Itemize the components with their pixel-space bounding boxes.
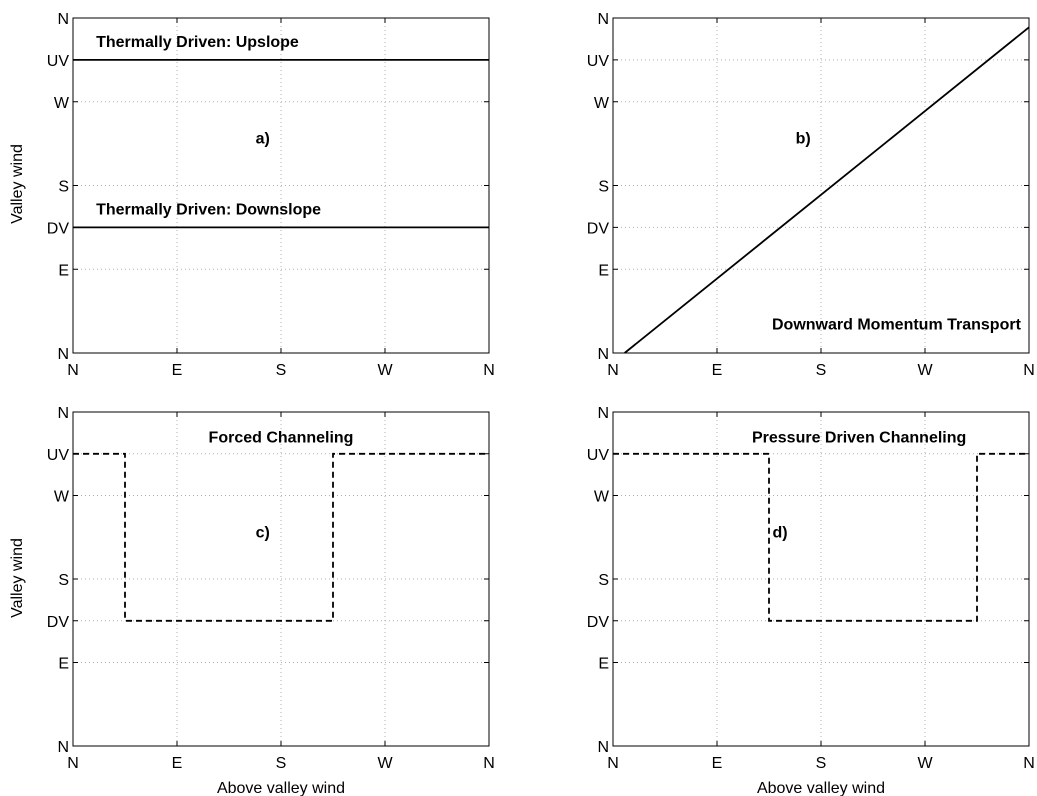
- y-tick-label: W: [54, 489, 70, 506]
- y-tick-label: N: [597, 739, 609, 756]
- x-tick-label: W: [917, 362, 933, 379]
- x-tick-label: S: [816, 362, 827, 379]
- y-tick-label: N: [597, 11, 609, 28]
- x-tick-label: N: [67, 755, 79, 772]
- y-tick-label: DV: [47, 220, 70, 237]
- y-tick-label: DV: [587, 220, 610, 237]
- x-tick-label: N: [1023, 362, 1035, 379]
- regime-annotation: Thermally Driven: Downslope: [96, 201, 321, 218]
- series-line-1: [613, 452, 1029, 622]
- regime-annotation: Pressure Driven Channeling: [752, 430, 966, 447]
- y-tick-label: S: [58, 179, 69, 196]
- y-tick-label: UV: [47, 447, 70, 464]
- y-axis-label-top: Valley wind: [9, 144, 26, 224]
- x-tick-label: E: [172, 755, 183, 772]
- series-line-1: [73, 452, 489, 622]
- x-axis-label-right: Above valley wind: [757, 780, 885, 796]
- panel-label: c): [256, 524, 270, 541]
- y-tick-label: W: [54, 95, 70, 112]
- y-tick-label: N: [597, 405, 609, 422]
- y-axis-label-bottom: Valley wind: [9, 538, 26, 618]
- y-tick-label: N: [57, 405, 69, 422]
- x-tick-label: W: [917, 755, 933, 772]
- x-tick-label: W: [377, 362, 393, 379]
- y-tick-label: E: [598, 262, 609, 279]
- x-tick-label: N: [607, 362, 619, 379]
- x-tick-label: W: [377, 755, 393, 772]
- x-tick-label: E: [712, 362, 723, 379]
- x-tick-label: N: [67, 362, 79, 379]
- x-tick-label: N: [483, 362, 495, 379]
- x-tick-label: S: [276, 755, 287, 772]
- y-tick-label: S: [598, 179, 609, 196]
- x-tick-label: N: [607, 755, 619, 772]
- x-tick-label: N: [1023, 755, 1035, 772]
- y-tick-label: DV: [587, 614, 610, 631]
- y-tick-label: E: [58, 262, 69, 279]
- x-tick-label: S: [816, 755, 827, 772]
- y-tick-label: S: [598, 572, 609, 589]
- regime-annotation: Downward Momentum Transport: [772, 317, 1022, 334]
- panel-label: b): [796, 131, 811, 148]
- y-tick-label: E: [598, 656, 609, 673]
- y-tick-label: N: [57, 739, 69, 756]
- y-tick-label: UV: [587, 447, 610, 464]
- x-tick-label: S: [276, 362, 287, 379]
- x-tick-label: E: [172, 362, 183, 379]
- y-tick-label: E: [58, 656, 69, 673]
- y-tick-label: W: [594, 95, 610, 112]
- y-tick-label: N: [57, 11, 69, 28]
- y-tick-label: UV: [47, 53, 70, 70]
- y-tick-label: DV: [47, 614, 70, 631]
- regime-annotation: Forced Channeling: [209, 430, 354, 447]
- panel-label: d): [772, 524, 787, 541]
- y-tick-label: UV: [587, 53, 610, 70]
- y-tick-label: S: [58, 572, 69, 589]
- y-tick-label: N: [597, 346, 609, 363]
- x-tick-label: E: [712, 755, 723, 772]
- y-tick-label: N: [57, 346, 69, 363]
- panel-label: a): [256, 131, 270, 148]
- x-axis-label-left: Above valley wind: [217, 780, 345, 796]
- series-line-1: [624, 26, 1030, 354]
- regime-annotation: Thermally Driven: Upslope: [96, 34, 299, 51]
- x-tick-label: N: [483, 755, 495, 772]
- y-tick-label: W: [594, 489, 610, 506]
